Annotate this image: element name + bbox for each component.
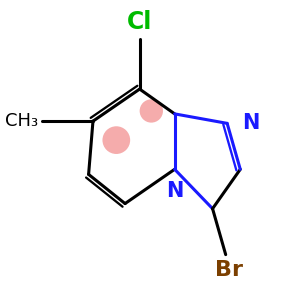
- Text: CH₃: CH₃: [5, 112, 38, 130]
- Text: Cl: Cl: [127, 10, 152, 34]
- Circle shape: [140, 99, 163, 123]
- Circle shape: [103, 126, 130, 154]
- Text: N: N: [166, 181, 183, 201]
- Text: N: N: [242, 113, 259, 134]
- Text: Br: Br: [215, 260, 243, 280]
